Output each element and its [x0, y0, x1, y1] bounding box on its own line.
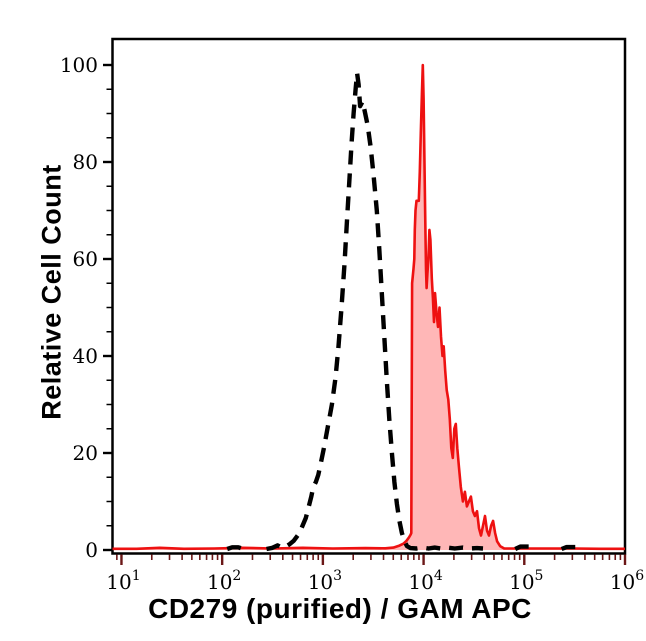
- y-tick-label: 40: [73, 344, 98, 368]
- control-curve-dashed: [560, 544, 585, 552]
- x-tick-label: 102: [207, 568, 241, 594]
- y-axis-title: Relative Cell Count: [36, 164, 67, 420]
- x-tick-label: 103: [308, 568, 342, 594]
- control-curve-dashed: [266, 71, 484, 552]
- y-tick-label: 60: [73, 247, 98, 271]
- y-tick-label: 80: [73, 150, 98, 174]
- x-tick-label: 105: [509, 568, 543, 594]
- stained-curve-line: [112, 63, 625, 551]
- y-tick-label: 100: [60, 53, 98, 77]
- x-tick-label: 104: [408, 568, 442, 594]
- x-tick-label: 101: [106, 568, 140, 594]
- control-curve-dashed: [514, 544, 537, 551]
- x-tick-label: 106: [610, 568, 644, 594]
- y-tick-label: 0: [85, 538, 98, 562]
- control-curve-dashed: [226, 545, 245, 552]
- plot-frame: [111, 37, 627, 555]
- y-tick-label: 20: [73, 441, 98, 465]
- x-axis-title: CD279 (purified) / GAM APC: [148, 593, 532, 624]
